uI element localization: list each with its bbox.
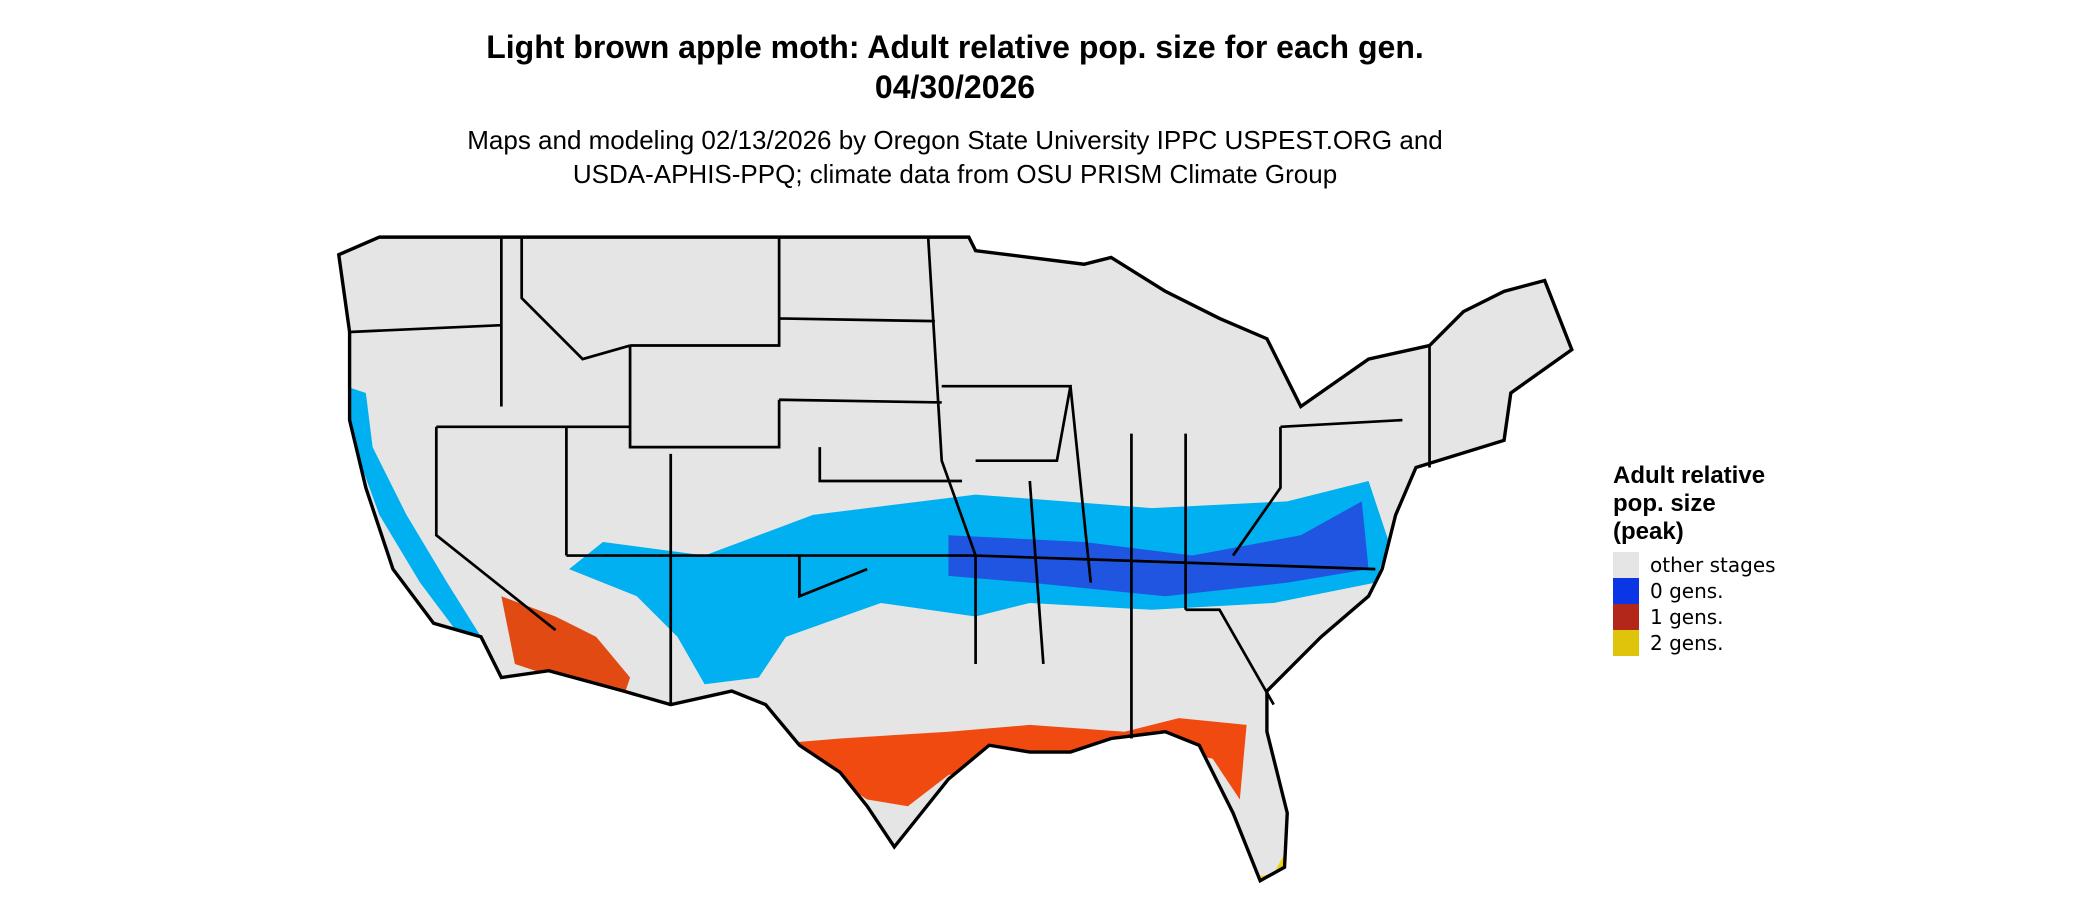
legend-swatch bbox=[1613, 578, 1639, 604]
legend-title-line: pop. size bbox=[1613, 490, 1716, 517]
legend-label: other stages bbox=[1650, 553, 1776, 577]
legend-swatch bbox=[1613, 552, 1639, 578]
legend-swatch bbox=[1613, 630, 1639, 656]
legend-title-line: (peak) bbox=[1613, 518, 1684, 545]
subtitle-line: Maps and modeling 02/13/2026 by Oregon S… bbox=[467, 125, 1443, 155]
titles: Light brown apple moth: Adult relative p… bbox=[467, 29, 1443, 189]
state-borders bbox=[337, 235, 1574, 883]
blue-zone bbox=[569, 481, 1389, 685]
legend-label: 1 gens. bbox=[1650, 605, 1724, 629]
title-line: Light brown apple moth: Adult relative p… bbox=[486, 29, 1424, 65]
dark-blue-zone bbox=[948, 501, 1369, 597]
legend-swatch bbox=[1613, 604, 1639, 630]
legend-label: 0 gens. bbox=[1650, 579, 1724, 603]
subtitle-line: USDA-APHIS-PPQ; climate data from OSU PR… bbox=[573, 159, 1337, 189]
legend-title-line: Adult relative bbox=[1613, 462, 1765, 489]
title-line: 04/30/2026 bbox=[875, 69, 1035, 105]
legend-label: 2 gens. bbox=[1650, 631, 1724, 655]
map bbox=[337, 235, 1574, 883]
west-blue-zone bbox=[345, 386, 482, 637]
arizona-orange-zone bbox=[501, 596, 631, 698]
